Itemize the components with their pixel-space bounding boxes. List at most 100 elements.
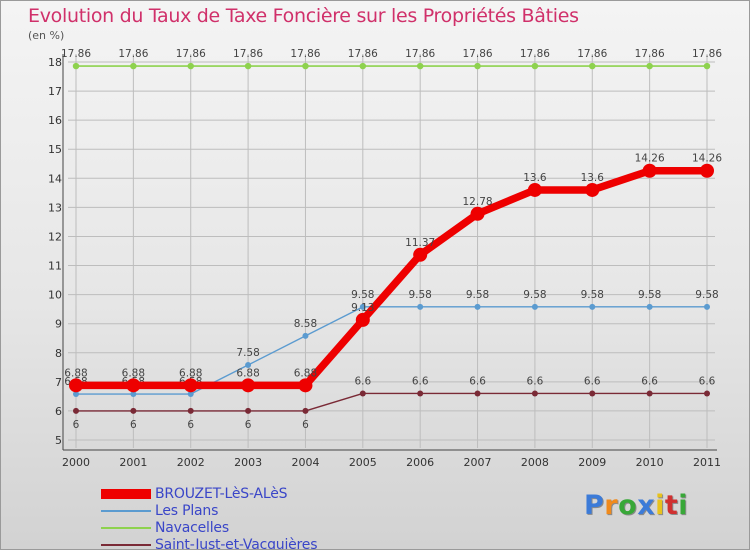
data-label: 9.58: [695, 289, 718, 301]
data-label: 14.26: [635, 153, 665, 165]
data-point: [646, 390, 653, 397]
data-label: 13.6: [523, 172, 547, 184]
x-tick-label: 2005: [349, 456, 377, 469]
legend-swatch: [101, 488, 151, 499]
legend-label: BROUZET-LèS-ALèS: [155, 485, 288, 502]
data-point: [69, 378, 83, 393]
data-point: [531, 303, 538, 310]
data-point: [417, 390, 424, 397]
data-point: [474, 303, 481, 310]
data-point: [73, 407, 79, 414]
data-label: 14.26: [692, 153, 722, 165]
data-label: 17.86: [290, 48, 320, 60]
data-point: [704, 390, 710, 397]
data-point: [703, 62, 711, 70]
data-label: 8.58: [294, 318, 317, 330]
data-point: [474, 62, 481, 70]
data-label: 6.6: [527, 375, 544, 387]
data-label: 9.58: [523, 289, 546, 301]
data-label: 6.6: [412, 375, 429, 387]
y-tick-label: 11: [48, 260, 62, 273]
x-tick-label: 2003: [234, 456, 262, 469]
y-tick-label: 9: [55, 318, 62, 331]
data-point: [531, 62, 539, 70]
data-point: [585, 182, 600, 197]
data-point: [646, 62, 653, 70]
data-label: 6.88: [122, 367, 145, 379]
legend-swatch: [101, 526, 151, 529]
data-point: [470, 206, 485, 221]
data-point: [416, 62, 424, 70]
data-label: 12.78: [463, 196, 493, 208]
data-point: [187, 62, 194, 70]
data-label: 9.58: [638, 289, 661, 301]
data-point: [646, 303, 653, 310]
data-label: 6.88: [179, 367, 202, 379]
data-point: [73, 391, 79, 398]
data-label: 17.86: [463, 48, 493, 60]
x-tick-label: 2002: [177, 456, 205, 469]
chart-title: Evolution du Taux de Taxe Foncière sur l…: [28, 5, 579, 27]
data-label: 6: [302, 419, 309, 431]
y-tick-label: 7: [55, 376, 62, 389]
legend-entry: Navacelles: [101, 519, 317, 536]
x-tick-label: 2008: [521, 456, 549, 469]
legend-swatch: [101, 509, 151, 512]
legend-entry: Saint-Just-et-Vacquières: [101, 536, 318, 550]
data-point: [527, 182, 542, 197]
data-point: [704, 303, 710, 310]
data-label: 9.13: [351, 302, 374, 314]
x-tick-label: 2009: [578, 456, 606, 469]
legend-label: Navacelles: [155, 519, 229, 536]
data-label: 6.6: [699, 375, 716, 387]
data-label: 9.58: [408, 289, 431, 301]
data-point: [359, 62, 367, 70]
data-label: 17.86: [118, 48, 148, 60]
data-point: [302, 62, 309, 70]
data-point: [244, 62, 252, 70]
y-tick-label: 17: [48, 85, 62, 98]
data-point: [642, 163, 657, 178]
series-line: [72, 166, 711, 390]
y-tick-label: 6: [55, 405, 62, 418]
data-label: 17.86: [692, 48, 722, 60]
data-point: [130, 391, 137, 398]
y-tick-label: 15: [48, 143, 62, 156]
legend-entry: BROUZET-LèS-ALèS: [101, 485, 317, 502]
legend-label: Les Plans: [155, 502, 219, 519]
x-tick-label: 2010: [636, 456, 664, 469]
legend-swatch: [101, 543, 151, 546]
data-point: [302, 407, 309, 414]
data-point: [130, 407, 137, 414]
series-line: [75, 392, 708, 412]
x-tick-label: 2004: [291, 456, 319, 469]
data-point: [187, 391, 194, 398]
y-tick-label: 18: [48, 56, 62, 69]
data-point: [126, 378, 141, 393]
data-label: 6.6: [354, 375, 371, 387]
data-point: [130, 62, 137, 70]
legend-label: Saint-Just-et-Vacquières: [155, 536, 318, 550]
data-label: 6: [245, 419, 252, 431]
data-label: 17.86: [61, 48, 91, 60]
data-point: [298, 378, 313, 393]
data-label: 17.86: [577, 48, 607, 60]
y-tick-label: 16: [48, 114, 62, 127]
data-point: [413, 247, 428, 262]
data-point: [72, 62, 80, 70]
data-label: 6: [130, 419, 137, 431]
data-point: [359, 303, 366, 310]
data-label: 7.58: [236, 347, 259, 359]
data-label: 6: [187, 419, 194, 431]
data-point: [245, 361, 252, 368]
y-tick-label: 14: [48, 172, 62, 185]
data-label: 6.88: [236, 367, 259, 379]
data-point: [417, 303, 424, 310]
data-label: 17.86: [520, 48, 550, 60]
data-label: 17.86: [233, 48, 263, 60]
data-label: 6.6: [641, 375, 658, 387]
data-point: [241, 378, 256, 393]
x-tick-label: 2011: [693, 456, 721, 469]
